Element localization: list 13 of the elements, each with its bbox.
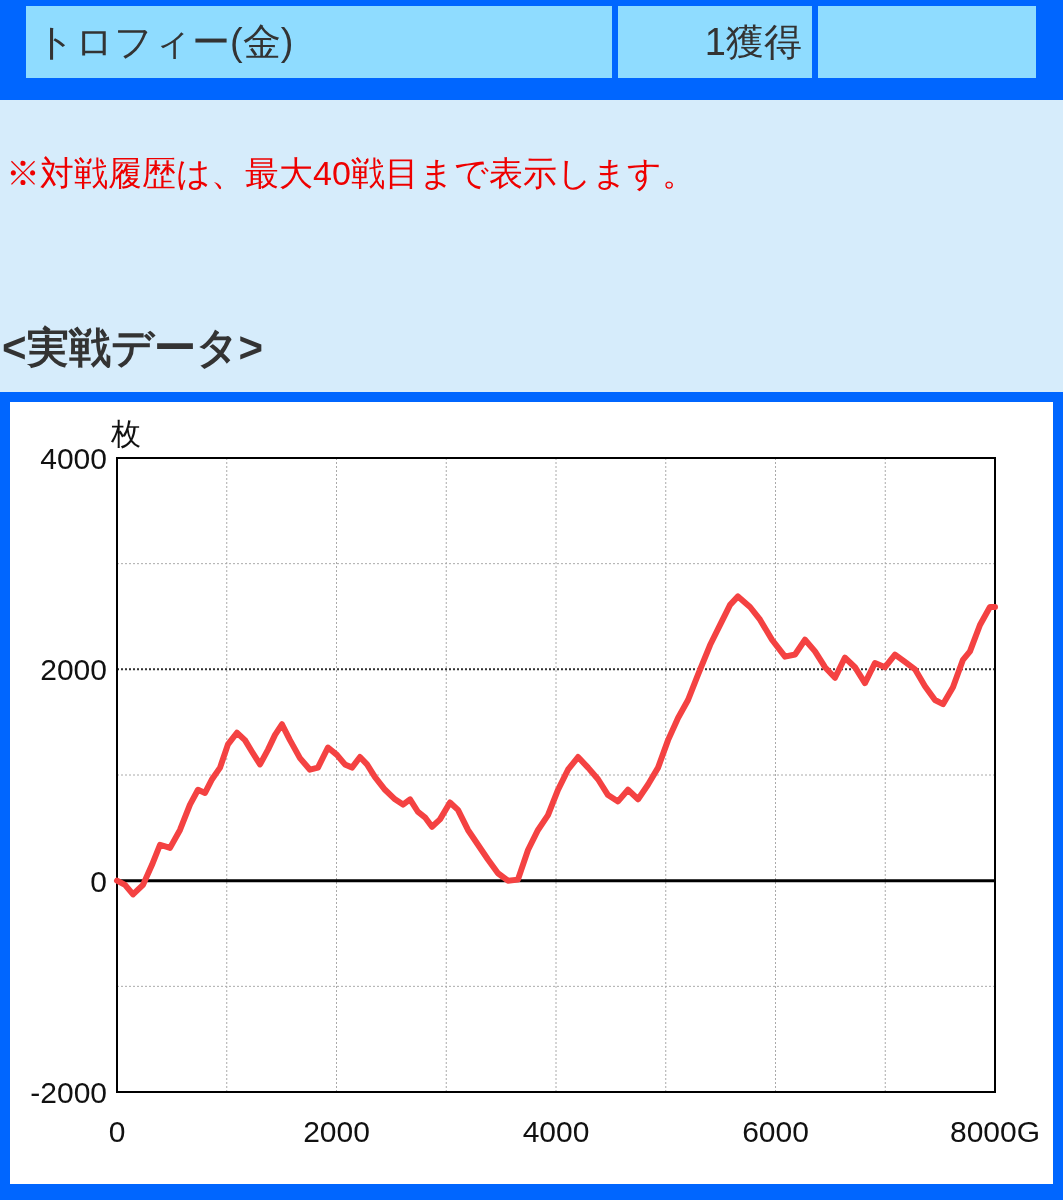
x-tick-label: 6000 [742,1115,809,1148]
y-tick-label: 2000 [40,653,107,687]
x-tick-label: 4000 [522,1115,590,1148]
text: 1獲得 [618,6,812,78]
y-tick-label: 4000 [40,442,107,475]
y-tick-label: -2000 [30,1076,107,1109]
text: ※対戦履歴は、最大40戦目まで表示します。 [6,153,697,194]
chart-title: <実戦データ> [2,323,264,373]
x-tick-label: 2000 [303,1115,370,1148]
y-axis-title: 枚 [110,417,141,450]
y-tick-label: 0 [90,864,107,898]
x-tick-label: 8000G [949,1115,1041,1148]
text: トロフィー(金) [26,6,612,78]
